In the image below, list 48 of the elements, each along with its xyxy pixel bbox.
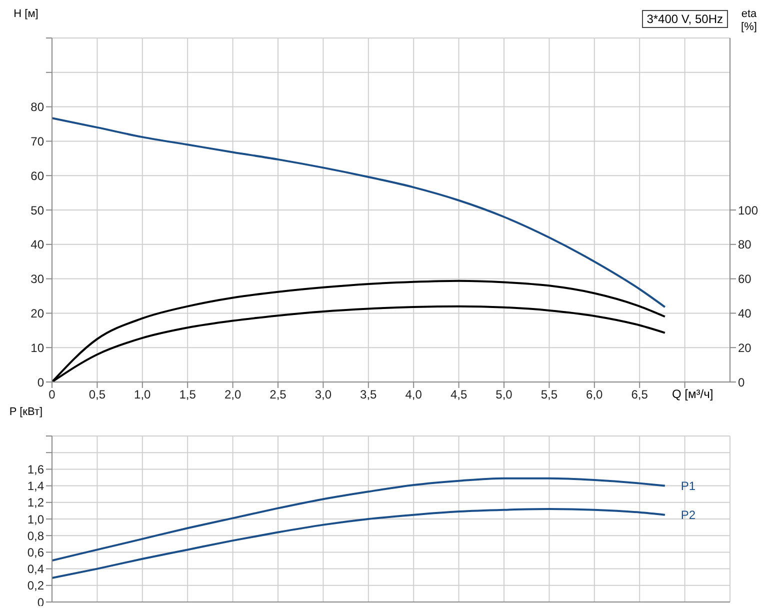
y-tick-label: 1,2 [27,496,44,510]
y2-tick-label: 100 [738,203,758,218]
x-tick-label: 3,5 [360,388,378,402]
y2-axis-title: eta [%] [740,8,758,34]
x-tick-label: 5,0 [496,388,513,402]
chart-title: 3*400 V, 50Hz [642,10,728,28]
line-series [52,477,666,562]
line-series [52,117,666,308]
y-tick-label: 40 [30,238,44,252]
x-tick-label: 6,0 [586,388,604,402]
x-tick-label: 4,5 [450,388,468,402]
x-tick-label: 0,5 [88,388,106,402]
x-tick-label: 0 [48,388,56,402]
y-tick-label: 0,6 [27,545,44,560]
x-tick-label: 1,5 [179,388,196,402]
y-tick-label: 10 [30,340,44,355]
y-tick-label: 80 [30,100,44,114]
y2-tick-label: 40 [738,306,752,320]
x-tick-label: 4,0 [405,388,422,402]
y-tick-label: 0 [37,595,44,610]
line-series [52,508,666,579]
x-tick-label: 2,5 [270,388,287,402]
y-tick-label: 20 [30,306,44,320]
y-tick-label: 0,2 [27,578,44,593]
y-tick-label: 0 [37,375,44,390]
y-tick-label: 0,4 [27,562,44,576]
y-axis-title: H [м] [12,8,40,21]
y-axis-title: P [кВт] [8,406,44,419]
y-tick-label: 0,8 [27,528,44,543]
x-tick-label: 5,5 [540,388,558,402]
y-tick-label: 1,0 [27,512,44,526]
y2-tick-label: 0 [738,375,745,390]
y2-tick-label: 60 [738,272,752,286]
y2-tick-label: 80 [738,238,752,252]
x-axis-title: Q [м³/ч] [672,387,714,401]
y-tick-label: 30 [30,272,44,286]
x-tick-label: 1,0 [134,388,152,402]
x-tick-label: 3,0 [314,388,332,402]
x-tick-label: 2,0 [224,388,242,402]
series-label: P2 [680,508,696,522]
y-tick-label: 60 [30,168,44,183]
y-tick-label: 50 [30,203,44,218]
x-tick-label: 6,5 [631,388,648,402]
y-tick-label: 1,4 [27,479,44,494]
series-label: P1 [680,478,696,493]
y-tick-label: 70 [30,134,44,148]
y2-tick-label: 20 [738,340,752,355]
y-tick-label: 1,6 [27,462,44,476]
